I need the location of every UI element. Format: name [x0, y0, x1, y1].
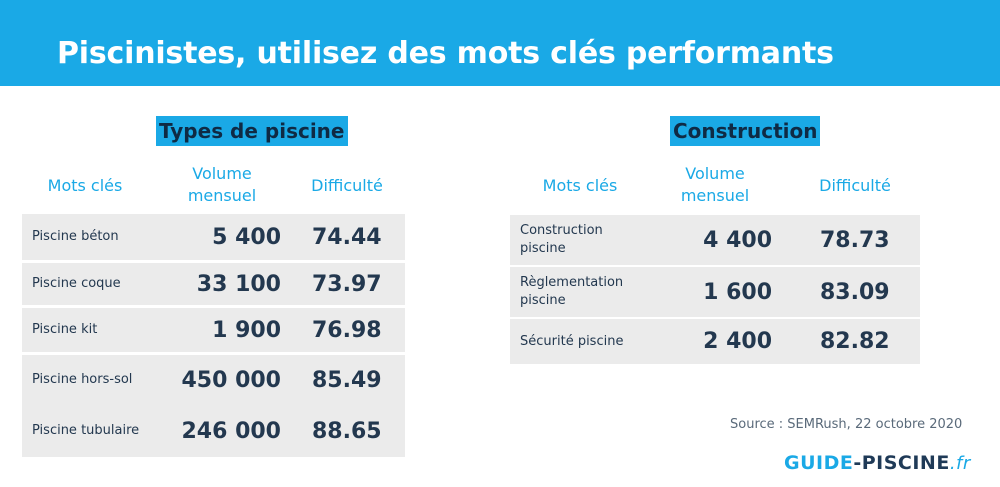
table-row: Piscine tubulaire 246 000 88.65 — [22, 405, 405, 457]
keyword-cell: Piscine tubulaire — [32, 423, 140, 438]
section-heading-types: Types de piscine — [156, 116, 348, 146]
volume-cell: 2 400 — [703, 329, 772, 354]
logo-part-guide: GUIDE — [784, 452, 854, 474]
column-header-volume-line2: mensuel — [680, 186, 750, 205]
column-header-volume: Volume mensuel — [670, 163, 760, 207]
table-row: Règlementation piscine 1 600 83.09 — [510, 267, 920, 317]
column-header-volume-line1: Volume — [192, 164, 252, 183]
title-banner: Piscinistes, utilisez des mots clés perf… — [0, 0, 1000, 86]
column-header-volume-line1: Volume — [685, 164, 745, 183]
keyword-line1: Règlementation — [520, 275, 624, 290]
volume-cell: 1 600 — [703, 279, 772, 305]
keyword-cell: Piscine béton — [32, 229, 119, 244]
keyword-line2: piscine — [520, 241, 566, 256]
table-row: Piscine kit 1 900 76.98 — [22, 308, 405, 352]
volume-cell: 33 100 — [196, 271, 281, 297]
keyword-cell: Construction piscine — [520, 215, 603, 265]
difficulty-cell: 73.97 — [312, 271, 382, 297]
difficulty-cell: 74.44 — [312, 224, 382, 250]
column-header-difficulty: Difficulté — [311, 176, 383, 195]
table-row: Piscine coque 33 100 73.97 — [22, 263, 405, 305]
section-heading-construction: Construction — [670, 116, 821, 146]
keyword-cell: Piscine coque — [32, 276, 121, 291]
difficulty-cell: 78.73 — [820, 227, 890, 253]
difficulty-cell: 88.65 — [312, 418, 382, 444]
keyword-cell: Sécurité piscine — [520, 333, 624, 349]
difficulty-cell: 82.82 — [820, 329, 890, 354]
keyword-line2: piscine — [520, 293, 566, 308]
logo-part-piscine: -PISCINE — [853, 452, 950, 474]
volume-cell: 1 900 — [212, 317, 281, 343]
column-header-keywords: Mots clés — [47, 176, 123, 195]
difficulty-cell: 76.98 — [312, 317, 382, 343]
keyword-cell: Piscine kit — [32, 322, 98, 337]
keyword-cell: Règlementation piscine — [520, 267, 623, 317]
source-note: Source : SEMRush, 22 octobre 2020 — [730, 417, 963, 432]
volume-cell: 4 400 — [703, 227, 772, 253]
volume-cell: 246 000 — [181, 418, 281, 444]
difficulty-cell: 83.09 — [820, 279, 890, 305]
keyword-cell: Piscine hors-sol — [32, 372, 133, 387]
table-row: Sécurité piscine 2 400 82.82 — [510, 319, 920, 364]
difficulty-cell: 85.49 — [312, 367, 382, 393]
column-header-keywords: Mots clés — [542, 176, 618, 195]
column-header-volume: Volume mensuel — [182, 163, 262, 207]
volume-cell: 450 000 — [181, 367, 281, 393]
keyword-line1: Construction — [520, 223, 603, 238]
column-header-difficulty: Difficulté — [819, 176, 891, 195]
table-row: Construction piscine 4 400 78.73 — [510, 215, 920, 265]
column-header-volume-line2: mensuel — [187, 186, 257, 205]
guide-piscine-logo: GUIDE-PISCINE.fr — [784, 452, 971, 474]
table-row: Piscine hors-sol 450 000 85.49 — [22, 355, 405, 405]
page-title: Piscinistes, utilisez des mots clés perf… — [57, 36, 834, 71]
table-row: Piscine béton 5 400 74.44 — [22, 214, 405, 260]
volume-cell: 5 400 — [212, 224, 281, 250]
logo-part-tld: .fr — [949, 453, 971, 474]
